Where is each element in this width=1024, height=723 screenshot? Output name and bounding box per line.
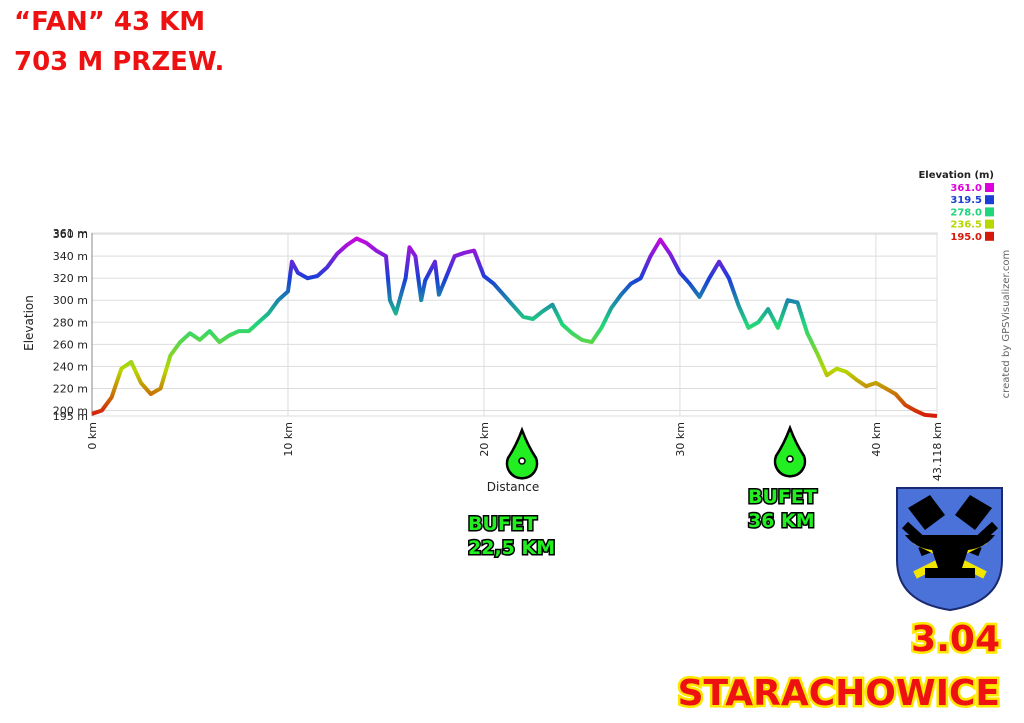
elevation-line xyxy=(91,236,938,418)
x-tick-label: 43.118 km xyxy=(931,422,944,481)
legend-swatch xyxy=(985,195,994,205)
legend-label: 195.0 xyxy=(950,232,982,243)
water-drop-dot xyxy=(518,457,526,465)
x-tick-label: 30 km xyxy=(674,422,687,457)
x-tick-label: 0 km xyxy=(86,422,99,450)
y-tick-label: 300 m xyxy=(53,294,88,307)
annotation-text: 36 KM xyxy=(748,510,815,532)
legend-label: 278.0 xyxy=(950,207,982,218)
annotation-text: BUFET xyxy=(748,486,817,508)
legend-label: 236.5 xyxy=(950,220,982,231)
y-tick-label: 240 m xyxy=(53,360,88,373)
legend-swatch xyxy=(985,183,994,192)
date: 3.04 xyxy=(911,619,1000,660)
y-tick-label: 340 m xyxy=(53,250,88,263)
subtitle: 703 M PRZEW. xyxy=(14,47,224,77)
x-tick-label: 40 km xyxy=(870,422,883,457)
water-drop-icon xyxy=(773,424,807,478)
legend-label: 361.0 xyxy=(950,183,982,194)
legend-title: Elevation (m) xyxy=(918,170,994,181)
y-tick-label: 320 m xyxy=(53,272,88,285)
legend-label: 319.5 xyxy=(950,195,982,206)
y-tick-label: 260 m xyxy=(53,338,88,351)
legend-swatch xyxy=(985,207,994,217)
x-tick-label: 10 km xyxy=(282,422,295,457)
credit: created by GPSVisualizer.com xyxy=(1001,250,1012,399)
title: “FAN” 43 KM xyxy=(14,7,205,37)
legend-swatch xyxy=(985,219,994,229)
annotation-text: BUFET xyxy=(468,513,537,535)
water-drop-dot xyxy=(786,455,794,463)
city: STARACHOWICE xyxy=(678,673,1000,714)
x-tick-label: 20 km xyxy=(478,422,491,457)
plot-area xyxy=(91,232,938,417)
y-tick-label: 200 m xyxy=(53,404,88,417)
y-tick-label: 361 m xyxy=(53,227,88,240)
water-drop-icon xyxy=(505,426,539,480)
x-axis-label: Distance xyxy=(487,480,539,494)
y-tick-label: 195 m xyxy=(53,410,88,423)
y-tick-label: 220 m xyxy=(53,382,88,395)
legend-swatch xyxy=(985,231,994,241)
y-tick-label: 280 m xyxy=(53,316,88,329)
annotation-text: 22,5 KM xyxy=(468,537,555,559)
y-tick-label: 360 m xyxy=(53,228,88,241)
coat-of-arms xyxy=(896,487,1003,612)
y-axis-label: Elevation xyxy=(22,295,36,351)
